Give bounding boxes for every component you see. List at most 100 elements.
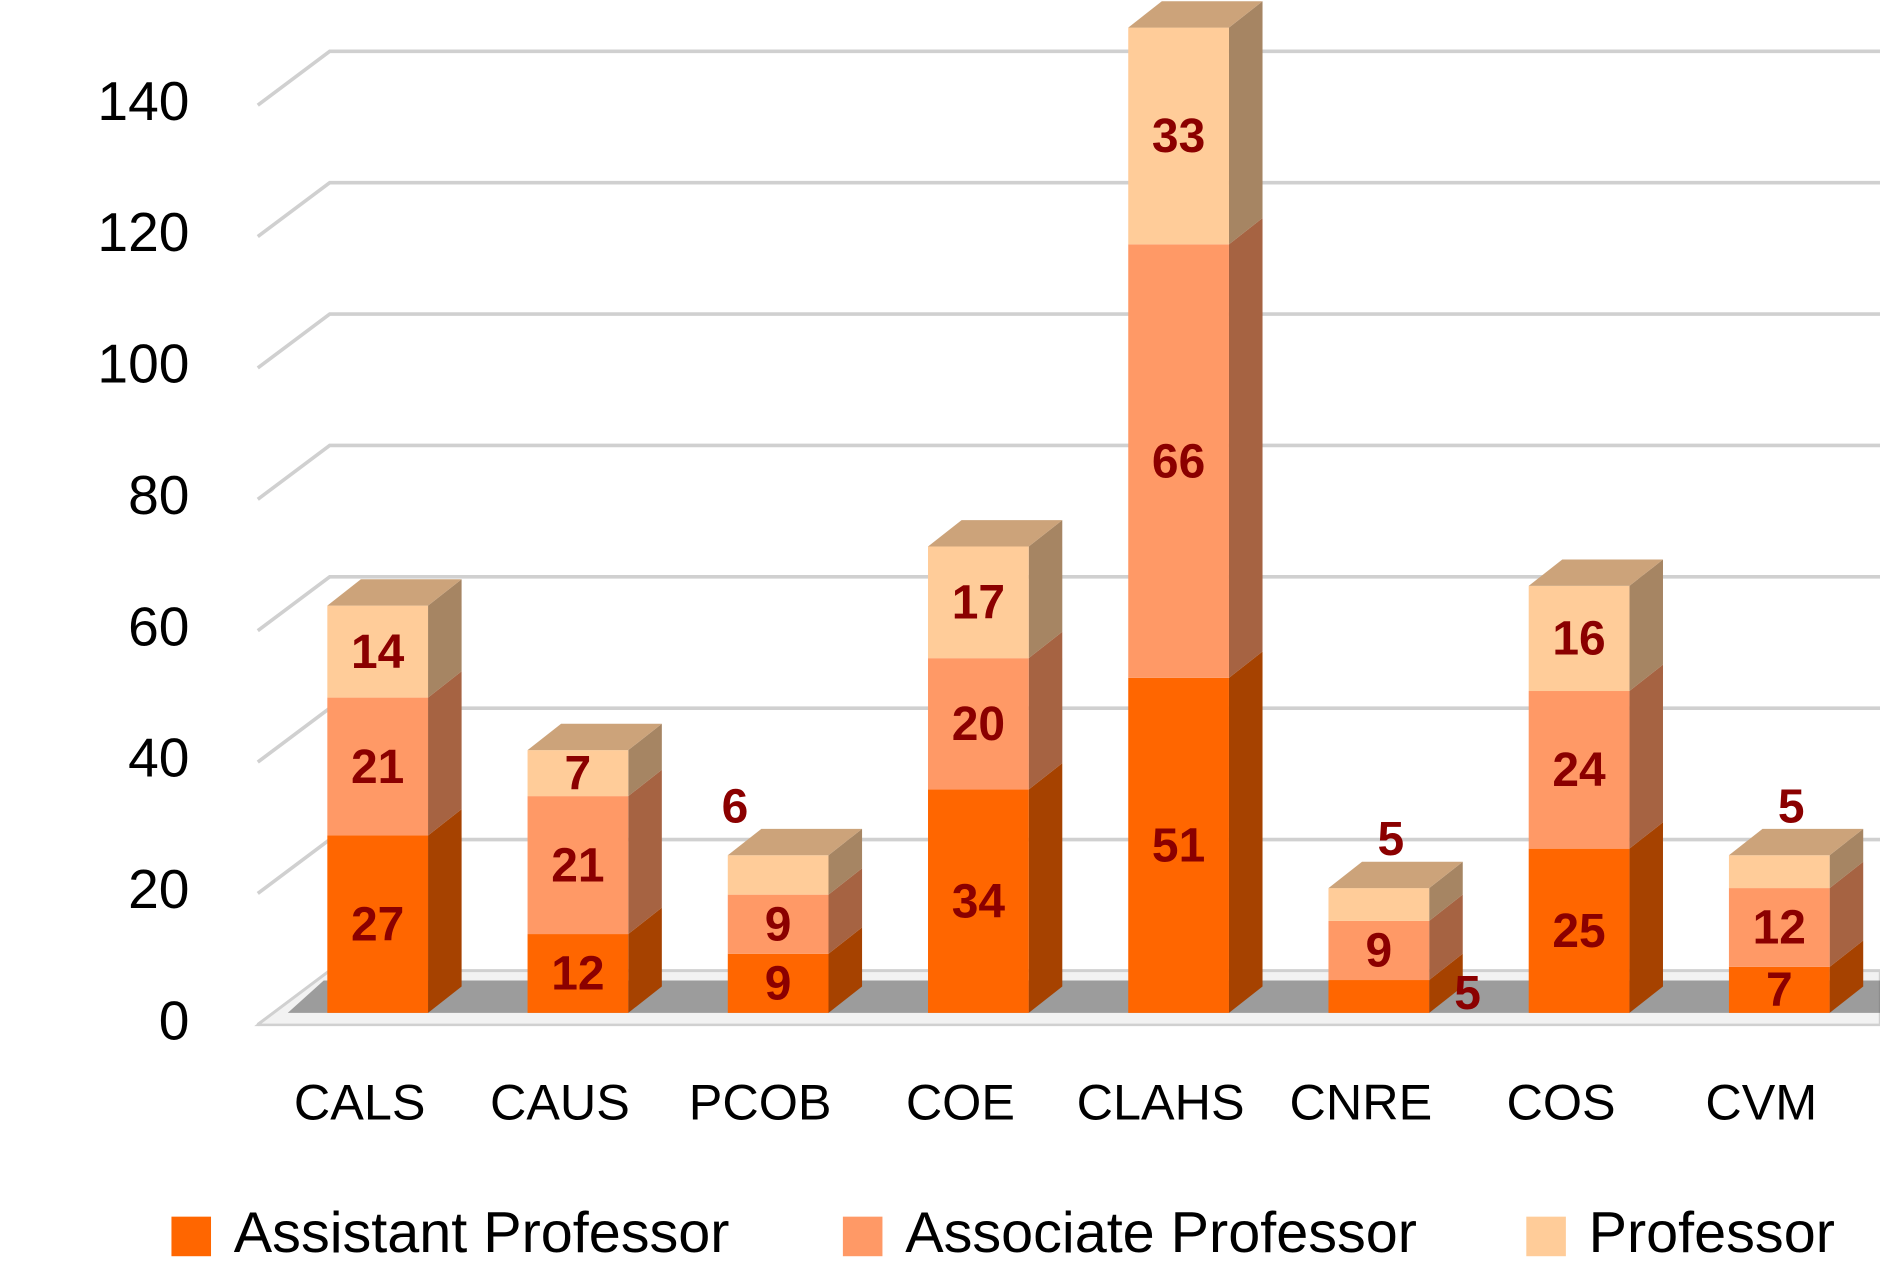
bar bbox=[928, 658, 1029, 790]
legend-label: Associate Professor bbox=[905, 1201, 1417, 1265]
data-label: 9 bbox=[1365, 925, 1392, 978]
y-tick-label: 0 bbox=[159, 989, 190, 1051]
y-tick-label: 100 bbox=[97, 333, 189, 395]
bar bbox=[727, 855, 829, 895]
legend-swatch bbox=[842, 1216, 883, 1257]
bar bbox=[928, 789, 1029, 1013]
data-label: 33 bbox=[1152, 110, 1205, 163]
data-label: 14 bbox=[351, 626, 405, 679]
bar-side bbox=[1228, 1, 1263, 245]
grid-line bbox=[256, 49, 1880, 107]
bar-side bbox=[1629, 822, 1663, 1013]
legend-swatch bbox=[1526, 1216, 1566, 1257]
y-tick-label: 20 bbox=[128, 858, 189, 920]
bar-side bbox=[628, 769, 662, 935]
bar bbox=[527, 796, 629, 935]
floor-shadow bbox=[287, 980, 1880, 1013]
bar bbox=[527, 750, 629, 797]
data-label: 6 bbox=[722, 780, 749, 833]
data-label: 25 bbox=[1552, 905, 1605, 958]
bar-side bbox=[428, 671, 462, 836]
bar-side bbox=[828, 868, 863, 954]
data-label: 17 bbox=[952, 577, 1005, 630]
data-label: 9 bbox=[765, 898, 792, 951]
y-tick-label: 80 bbox=[128, 464, 189, 526]
bar bbox=[327, 605, 429, 698]
bar bbox=[1728, 966, 1830, 1013]
bar-side bbox=[1228, 651, 1263, 1013]
data-label: 51 bbox=[1152, 820, 1205, 873]
bar-top bbox=[1128, 1, 1263, 28]
data-label: 24 bbox=[1552, 744, 1606, 797]
bar bbox=[1328, 980, 1430, 1013]
bar bbox=[727, 894, 829, 954]
bar-top bbox=[327, 579, 462, 606]
bar-side bbox=[1429, 953, 1463, 1013]
data-label: 21 bbox=[351, 741, 404, 794]
bar bbox=[1528, 848, 1630, 1013]
bar-side bbox=[1629, 559, 1663, 692]
bar-top bbox=[527, 723, 662, 751]
bar bbox=[1128, 244, 1229, 678]
x-tick-label: CLAHS bbox=[1077, 1074, 1245, 1131]
bar-side bbox=[1829, 828, 1864, 889]
bar-side bbox=[828, 828, 863, 895]
data-label: 9 bbox=[765, 958, 792, 1011]
data-label: 12 bbox=[1753, 902, 1806, 955]
bar bbox=[1128, 677, 1229, 1013]
bar-top bbox=[1728, 828, 1864, 856]
grid-line bbox=[256, 443, 1880, 501]
x-tick-label: CNRE bbox=[1290, 1074, 1433, 1131]
bar bbox=[527, 934, 629, 1013]
x-tick-label: CAUS bbox=[490, 1074, 630, 1131]
bar bbox=[1528, 691, 1630, 849]
grid-line bbox=[256, 312, 1880, 370]
bar-side bbox=[1429, 894, 1463, 981]
legend-label: Professor bbox=[1589, 1201, 1835, 1265]
bar-side bbox=[628, 907, 662, 1013]
grid-line bbox=[256, 575, 1880, 633]
data-label: 21 bbox=[551, 839, 604, 892]
bar bbox=[327, 835, 429, 1013]
y-tick-label: 120 bbox=[97, 201, 189, 263]
grid-line bbox=[256, 180, 1880, 239]
y-tick-label: 60 bbox=[128, 595, 189, 657]
data-label: 5 bbox=[1377, 813, 1404, 866]
bar-side bbox=[828, 927, 863, 1013]
data-label: 5 bbox=[1778, 780, 1805, 833]
bar bbox=[1528, 585, 1630, 692]
bar bbox=[1328, 888, 1430, 921]
data-label: 12 bbox=[551, 948, 604, 1001]
x-tick-label: CVM bbox=[1705, 1074, 1817, 1131]
bar bbox=[327, 697, 429, 836]
data-label: 20 bbox=[952, 698, 1005, 751]
bar-top bbox=[1328, 861, 1463, 889]
bar-side bbox=[1228, 217, 1263, 678]
bar bbox=[1328, 920, 1430, 981]
bar-top bbox=[727, 828, 863, 856]
bar-side bbox=[428, 579, 462, 698]
data-label: 34 bbox=[952, 875, 1006, 928]
data-label: 66 bbox=[1152, 435, 1205, 488]
x-tick-label: COS bbox=[1507, 1074, 1616, 1131]
x-tick-label: CALS bbox=[294, 1074, 426, 1131]
data-label: 5 bbox=[1454, 967, 1481, 1020]
data-label: 7 bbox=[1766, 964, 1793, 1017]
data-label: 7 bbox=[565, 747, 592, 800]
data-label: 27 bbox=[351, 898, 404, 951]
legend-swatch bbox=[171, 1216, 212, 1257]
x-tick-label: PCOB bbox=[689, 1074, 832, 1131]
bar bbox=[1728, 888, 1830, 967]
bar-top bbox=[1528, 559, 1663, 586]
bar-top bbox=[928, 520, 1063, 547]
bar-side bbox=[1028, 763, 1063, 1013]
y-tick-label: 40 bbox=[128, 727, 189, 789]
data-label: 16 bbox=[1552, 613, 1605, 666]
bar-side bbox=[1829, 940, 1864, 1013]
bar-side bbox=[1028, 631, 1063, 790]
legend-label: Assistant Professor bbox=[234, 1201, 730, 1265]
bar-side bbox=[628, 723, 662, 797]
x-tick-label: COE bbox=[906, 1074, 1015, 1131]
